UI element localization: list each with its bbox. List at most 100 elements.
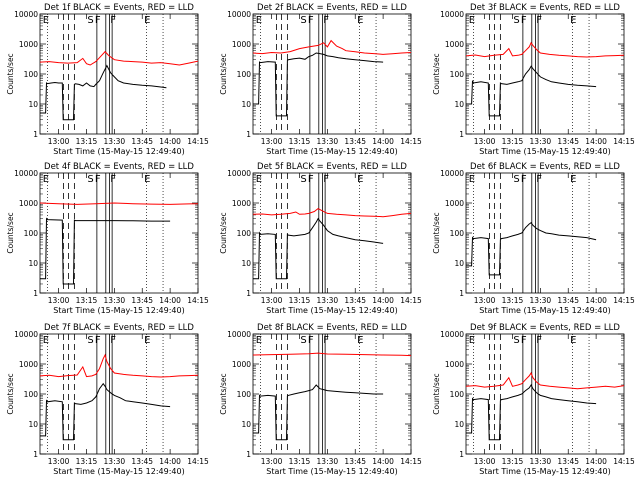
y-tick-label: 10 xyxy=(28,420,38,429)
event-marker: S xyxy=(300,15,306,26)
x-tick-label: 13:15 xyxy=(76,296,98,305)
x-axis-label: Start Time (15-May-15 12:49:40) xyxy=(479,147,610,156)
y-tick-label: 1000 xyxy=(19,199,38,208)
y-tick-label: 1000 xyxy=(19,360,38,369)
x-tick-label: 13:45 xyxy=(131,457,153,466)
series-line-events xyxy=(466,222,597,276)
x-tick-label: 13:45 xyxy=(557,296,579,305)
panel-title: Det 7f BLACK = Events, RED = LLD xyxy=(44,323,194,333)
y-axis-label: Counts/sec xyxy=(6,212,15,253)
x-tick-label: 14:00 xyxy=(159,137,181,146)
x-axis-label: Start Time (15-May-15 12:49:40) xyxy=(266,306,397,315)
x-axis-label: Start Time (15-May-15 12:49:40) xyxy=(479,306,610,315)
panel-title: Det 6f BLACK = Events, RED = LLD xyxy=(470,162,620,172)
x-tick-label: 14:15 xyxy=(187,296,209,305)
x-tick-label: 14:15 xyxy=(187,457,209,466)
event-marker: E xyxy=(256,335,262,346)
x-tick-label: 13:00 xyxy=(48,137,70,146)
y-axis-label: Counts/sec xyxy=(432,373,441,414)
y-tick-label: 1 xyxy=(246,450,251,459)
event-marker: F xyxy=(521,15,527,26)
y-tick-label: 1000 xyxy=(19,40,38,49)
y-tick-label: 10 xyxy=(454,420,464,429)
y-axis-label: Counts/sec xyxy=(6,373,15,414)
detector-panel-5: Det 5f BLACK = Events, RED = LLD 1 10 100 10… xyxy=(219,162,422,315)
x-tick-label: 13:00 xyxy=(261,296,283,305)
x-tick-label: 13:00 xyxy=(474,457,496,466)
y-tick-label: 10 xyxy=(241,100,251,109)
event-marker: S xyxy=(87,335,93,346)
event-marker: E xyxy=(43,335,49,346)
event-marker: F xyxy=(95,174,101,185)
event-marker: F xyxy=(323,15,329,26)
y-tick-label: 10000 xyxy=(14,169,38,178)
event-marker: F xyxy=(308,174,314,185)
x-tick-label: 13:15 xyxy=(289,457,311,466)
panel-title: Det 5f BLACK = Events, RED = LLD xyxy=(257,162,407,172)
x-axis-label: Start Time (15-May-15 12:49:40) xyxy=(266,147,397,156)
detector-panel-1: Det 1f BLACK = Events, RED = LLD 1 10 100 10… xyxy=(6,3,209,156)
y-tick-label: 10 xyxy=(241,259,251,268)
x-tick-label: 13:45 xyxy=(344,137,366,146)
x-tick-label: 13:30 xyxy=(104,137,126,146)
x-tick-label: 14:15 xyxy=(187,137,209,146)
event-marker: S xyxy=(300,174,306,185)
event-marker: E xyxy=(43,174,49,185)
detector-panel-8: Det 8f BLACK = Events, RED = LLD 1 10 100 10… xyxy=(219,323,422,476)
y-tick-label: 100 xyxy=(24,390,39,399)
y-tick-label: 10000 xyxy=(440,330,464,339)
y-tick-label: 10000 xyxy=(14,10,38,19)
y-tick-label: 100 xyxy=(237,70,252,79)
y-tick-label: 100 xyxy=(237,390,252,399)
x-axis-label: Start Time (15-May-15 12:49:40) xyxy=(53,467,184,476)
event-marker: E xyxy=(570,335,576,346)
x-tick-label: 13:00 xyxy=(474,296,496,305)
event-marker: E xyxy=(144,335,150,346)
x-tick-label: 13:15 xyxy=(289,137,311,146)
y-axis-label: Counts/sec xyxy=(219,212,228,253)
series-line-events xyxy=(253,52,384,117)
y-tick-label: 1 xyxy=(246,130,251,139)
x-tick-label: 13:45 xyxy=(131,137,153,146)
event-marker: E xyxy=(144,174,150,185)
y-axis-label: Counts/sec xyxy=(219,373,228,414)
y-tick-label: 10000 xyxy=(227,169,251,178)
series-line-events xyxy=(466,383,597,441)
y-tick-label: 100 xyxy=(24,229,39,238)
x-tick-label: 14:00 xyxy=(372,137,394,146)
event-marker: E xyxy=(469,174,475,185)
series-line-lld xyxy=(465,41,625,58)
panel-title: Det 9f BLACK = Events, RED = LLD xyxy=(470,323,620,333)
x-tick-label: 13:30 xyxy=(530,457,552,466)
x-tick-label: 13:00 xyxy=(261,137,283,146)
series-line-lld xyxy=(252,39,412,55)
event-marker: F xyxy=(95,335,101,346)
event-marker: S xyxy=(513,174,519,185)
x-tick-label: 14:00 xyxy=(372,296,394,305)
series-line-events xyxy=(253,384,384,441)
x-axis-label: Start Time (15-May-15 12:49:40) xyxy=(53,306,184,315)
x-tick-label: 13:00 xyxy=(48,457,70,466)
y-tick-label: 10000 xyxy=(440,169,464,178)
event-marker: E xyxy=(469,15,475,26)
x-tick-label: 13:30 xyxy=(104,457,126,466)
event-marker: E xyxy=(256,174,262,185)
detector-panel-9: Det 9f BLACK = Events, RED = LLD 1 10 100 10… xyxy=(432,323,635,476)
panel-title: Det 1f BLACK = Events, RED = LLD xyxy=(44,3,194,13)
series-line-events xyxy=(466,65,597,117)
y-tick-label: 1000 xyxy=(445,199,464,208)
x-tick-label: 13:45 xyxy=(344,296,366,305)
y-tick-label: 100 xyxy=(237,229,252,238)
series-line-events xyxy=(253,217,384,280)
x-tick-label: 13:15 xyxy=(502,296,524,305)
event-marker: F xyxy=(95,15,101,26)
detector-panel-6: Det 6f BLACK = Events, RED = LLD 1 10 100 10… xyxy=(432,162,635,315)
series-line-lld xyxy=(39,353,199,378)
x-tick-label: 13:00 xyxy=(261,457,283,466)
y-axis-label: Counts/sec xyxy=(6,53,15,94)
y-tick-label: 10000 xyxy=(14,330,38,339)
y-tick-label: 100 xyxy=(450,390,465,399)
series-line-lld xyxy=(39,202,199,205)
y-tick-label: 10 xyxy=(241,420,251,429)
